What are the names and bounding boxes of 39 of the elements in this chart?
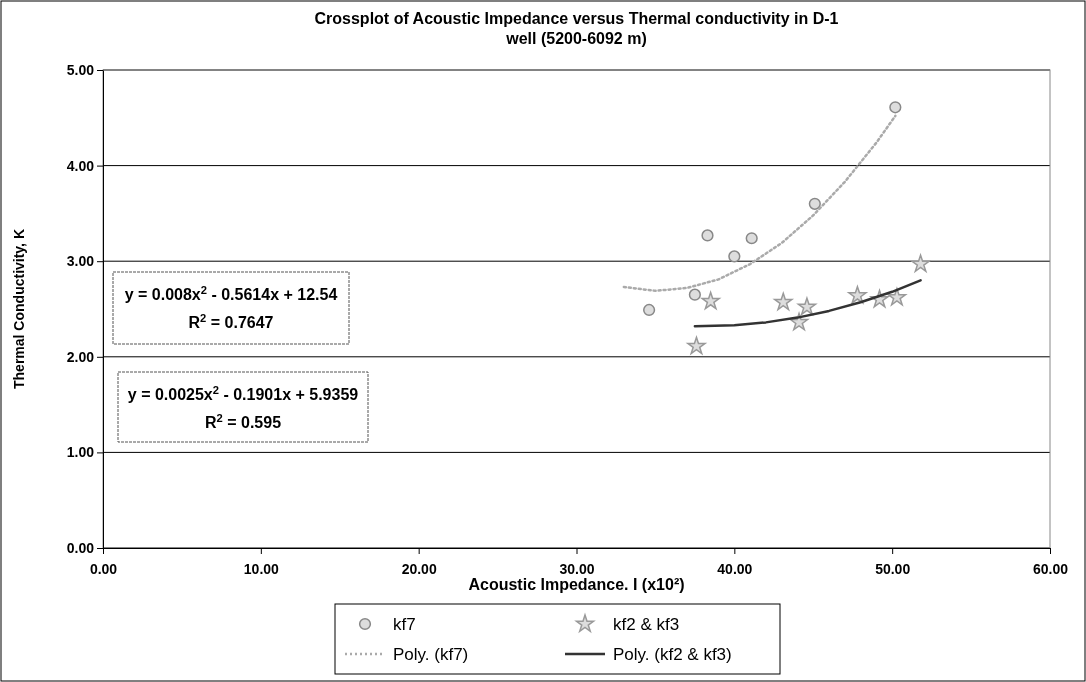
point (848, 285, 867, 304)
y-tick-label: 0.00 (66, 539, 95, 556)
y-tick-label: 2.00 (66, 348, 95, 365)
y-tick-label: 4.00 (66, 157, 95, 174)
y-tick-label: 3.00 (66, 253, 95, 270)
legend-label: kf7 (393, 615, 416, 634)
point (774, 292, 793, 311)
x-tick-label: 30.00 (559, 560, 595, 577)
legend-label: Poly. (kf7) (393, 645, 469, 664)
point (797, 297, 817, 316)
point (808, 197, 821, 210)
x-tick-label: 50.00 (875, 560, 911, 577)
point (889, 101, 902, 114)
legend-label: Poly. (kf2 & kf3) (613, 645, 732, 664)
chart-title: Crossplot of Acoustic Impedance versus Thermal conductivity in D-1 well (5200-6092 m) (314, 10, 839, 47)
point (701, 229, 714, 242)
point (887, 287, 907, 306)
annotation: y = 0.0025x$^{2}$ - 0.1901x + 5.9359 (127, 384, 359, 403)
x-tick-label: 0.00 (89, 560, 118, 577)
point (745, 232, 758, 245)
y-tick-label: 5.00 (66, 61, 95, 78)
annotation: y = 0.008x$^{2}$ - 0.5614x + 12.54 (124, 284, 338, 303)
x-axis-title: Acoustic Impedance. I (x10²) (468, 576, 685, 593)
x-tick-label: 60.00 (1032, 560, 1069, 577)
y-axis-title: Thermal Conductivity, K (11, 229, 27, 389)
legend-label: kf2 & kf3 (613, 615, 680, 634)
point (643, 303, 656, 317)
point (701, 291, 720, 310)
annotation: R$^{2}$ = 0.7647 (188, 312, 274, 331)
annotation: R$^{2}$ = 0.595 (204, 412, 282, 431)
x-tick-label: 10.00 (243, 560, 280, 577)
point (687, 336, 706, 355)
point (789, 312, 809, 331)
point (911, 254, 930, 273)
point (688, 288, 701, 301)
y-tick-label: 1.00 (66, 444, 95, 461)
x-tick-label: 40.00 (717, 560, 753, 577)
point (728, 250, 741, 263)
x-tick-label: 20.00 (401, 560, 437, 577)
